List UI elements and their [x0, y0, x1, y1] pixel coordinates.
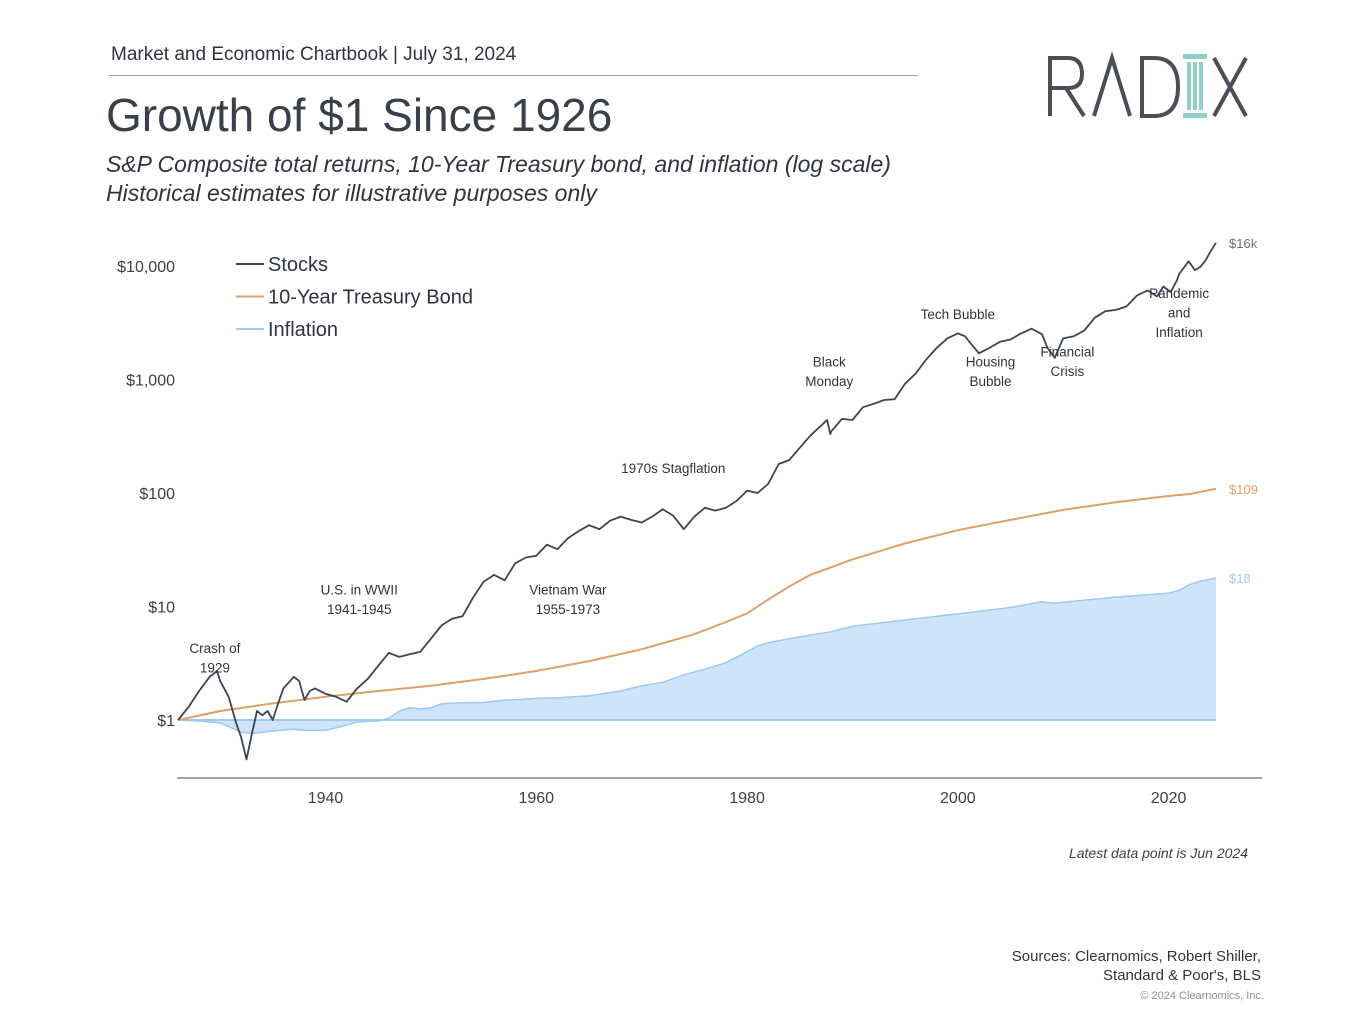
subtitle-line-1: S&P Composite total returns, 10-Year Tre… [106, 151, 891, 177]
y-tick-label: $100 [139, 486, 175, 503]
sources-line-2: Standard & Poor's, BLS [1103, 967, 1261, 984]
y-tick-label: $1,000 [126, 373, 175, 390]
annotation-2-line-1: U.S. in WWII [321, 582, 398, 597]
x-tick-label: 1980 [729, 790, 765, 807]
latest-data-note: Latest data point is Jun 2024 [1068, 845, 1248, 861]
stocks-line [177, 242, 1217, 761]
x-tick-label: 1940 [308, 790, 344, 807]
annotation-3-line-2: 1955-1973 [536, 602, 601, 617]
x-tick-label: 2020 [1151, 790, 1187, 807]
annotation-5-line-1: Black [813, 355, 846, 370]
page-title: Growth of $1 Since 1926 [106, 89, 613, 141]
annotation-9-line-2: and [1168, 306, 1191, 321]
x-tick-label: 1960 [518, 790, 554, 807]
annotation-2-line-2: 1941-1945 [327, 602, 392, 617]
end-label-3: $18 [1229, 571, 1251, 586]
annotation-4-line-1: 1970s Stagflation [621, 461, 725, 476]
y-tick-label: $10,000 [117, 259, 175, 276]
end-label-2: $109 [1229, 482, 1258, 497]
subtitle-line-2: Historical estimates for illustrative pu… [106, 180, 597, 206]
annotation-1-line-2: 1929 [200, 660, 230, 675]
legend-label-1: Stocks [268, 254, 328, 276]
y-tick-label: $1 [157, 713, 175, 730]
legend-label-3: Inflation [268, 319, 338, 341]
x-tick-label: 2000 [940, 790, 976, 807]
inflation-area [178, 578, 1216, 734]
sources-line-1: Sources: Clearnomics, Robert Shiller, [1011, 948, 1261, 965]
y-tick-label: $10 [148, 600, 175, 617]
end-label-1: $16k [1229, 236, 1258, 251]
radix-logo [1048, 51, 1248, 118]
annotation-9-line-3: Inflation [1155, 325, 1202, 340]
annotation-5-line-2: Monday [805, 374, 853, 389]
annotation-8-line-2: Crisis [1051, 364, 1085, 379]
header-rule [109, 75, 918, 76]
annotation-6-line-1: Tech Bubble [921, 307, 995, 322]
sources-text: Sources: Clearnomics, Robert Shiller, St… [1012, 947, 1261, 985]
copyright: © 2024 Clearnomics, Inc. [1140, 990, 1264, 1002]
annotation-7-line-1: Housing [966, 355, 1016, 370]
annotation-3-line-1: Vietnam War [529, 582, 607, 597]
annotation-7-line-2: Bubble [969, 374, 1011, 389]
chartbook-label: Market and Economic Chartbook | July 31,… [111, 44, 517, 65]
inflation-line [177, 577, 1217, 735]
annotation-1-line-1: Crash of [189, 641, 240, 656]
bond-line [177, 487, 1217, 721]
annotation-8-line-1: Financial [1040, 344, 1094, 359]
annotation-9-line-1: Pandemic [1149, 286, 1209, 301]
legend-label-2: 10-Year Treasury Bond [268, 287, 473, 309]
